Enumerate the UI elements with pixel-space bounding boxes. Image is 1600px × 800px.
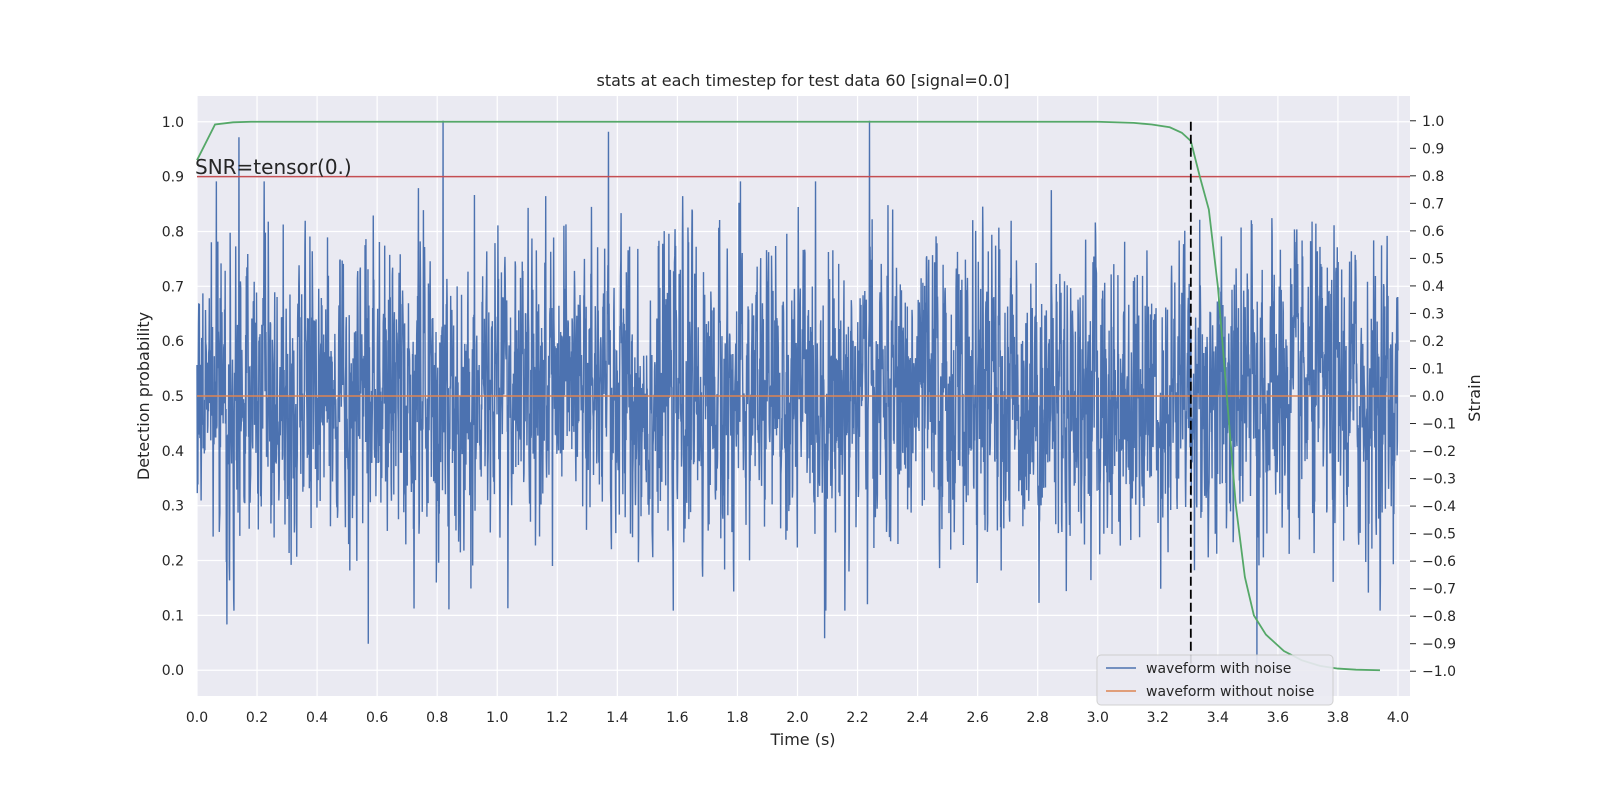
x-tick-label: 1.6 <box>666 710 688 726</box>
series-waveform-with-noise <box>196 120 1399 666</box>
y2-tick-label: 0.6 <box>1422 224 1444 240</box>
x-tick-label: 3.4 <box>1207 710 1229 726</box>
y-axis-label: Detection probability <box>134 312 153 480</box>
x-tick-label: 1.2 <box>546 710 568 726</box>
x-tick-label: 1.4 <box>606 710 628 726</box>
y-tick-label: 0.2 <box>162 554 184 570</box>
x-tick-label: 1.8 <box>726 710 748 726</box>
right-axis: −1.0 −0.9 −0.8 −0.7 −0.6 −0.5 −0.4 −0.3 −0.2 −0.1… <box>1410 114 1456 680</box>
x-axis-label: Time (s) <box>769 730 835 749</box>
y-tick-label: 0.9 <box>162 170 184 186</box>
x-tick-label: 3.6 <box>1267 710 1289 726</box>
x-tick-label: 2.8 <box>1027 710 1049 726</box>
y2-tick-label: −0.1 <box>1422 417 1456 433</box>
x-tick-label: 2.6 <box>967 710 989 726</box>
y2-tick-label: 0.8 <box>1422 169 1444 185</box>
y2-tick-label: 0.5 <box>1422 251 1444 267</box>
y2-tick-label: −0.7 <box>1422 582 1456 598</box>
y2-tick-label: −0.5 <box>1422 527 1456 543</box>
x-tick-label: 1.0 <box>486 710 508 726</box>
x-tick-label: 3.0 <box>1087 710 1109 726</box>
x-tick-label: 0.2 <box>246 710 268 726</box>
x-tick-label: 3.2 <box>1147 710 1169 726</box>
x-tick-label: 4.0 <box>1387 710 1409 726</box>
y2-tick-label: −0.8 <box>1422 609 1456 625</box>
y-tick-label: 1.0 <box>162 115 184 131</box>
chart-title: stats at each timestep for test data 60 … <box>597 71 1010 90</box>
x-tick-label: 2.4 <box>906 710 928 726</box>
y2-tick-label: −0.6 <box>1422 554 1456 570</box>
y2-axis-label: Strain <box>1465 374 1484 421</box>
y2-tick-label: −1.0 <box>1422 664 1456 680</box>
legend: waveform with noise waveform without noi… <box>1096 654 1334 706</box>
y2-tick-label: 0.7 <box>1422 196 1444 212</box>
y-tick-label: 0.6 <box>162 334 184 350</box>
x-tick-label: 0.4 <box>306 710 328 726</box>
snr-annotation: SNR=tensor(0.) <box>195 155 352 179</box>
y2-tick-label: −0.4 <box>1422 499 1456 515</box>
y2-tick-label: 0.1 <box>1422 361 1444 377</box>
x-tick-label: 2.0 <box>786 710 808 726</box>
y-tick-label: 0.1 <box>162 608 184 624</box>
x-axis: 0.0 0.2 0.4 0.6 0.8 1.0 1.2 1.4 1.6 1.8 2.0 2.2 2.4 2… <box>186 710 1409 726</box>
x-tick-label: 0.0 <box>186 710 208 726</box>
x-tick-label: 0.6 <box>366 710 388 726</box>
y2-tick-label: 0.4 <box>1422 279 1444 295</box>
y2-tick-label: 0.0 <box>1422 389 1444 405</box>
legend-label-noise: waveform with noise <box>1146 661 1291 677</box>
y2-tick-label: 0.2 <box>1422 334 1444 350</box>
series-layer <box>196 120 1410 672</box>
legend-label-clean: waveform without noise <box>1146 684 1314 700</box>
x-tick-label: 2.2 <box>846 710 868 726</box>
y-tick-label: 0.3 <box>162 499 184 515</box>
y2-tick-label: −0.2 <box>1422 444 1456 460</box>
y2-tick-label: 0.3 <box>1422 306 1444 322</box>
y2-tick-label: −0.3 <box>1422 472 1456 488</box>
y-tick-label: 0.8 <box>162 224 184 240</box>
left-axis: 0.0 0.1 0.2 0.3 0.4 0.5 0.6 0.7 0.8 0.9 1.0 <box>162 115 184 679</box>
detection-probability-line <box>196 120 1381 672</box>
y-tick-label: 0.5 <box>162 389 184 405</box>
y-tick-label: 0.0 <box>162 663 184 679</box>
y-tick-label: 0.4 <box>162 444 184 460</box>
y2-tick-label: 0.9 <box>1422 141 1444 157</box>
y2-tick-label: −0.9 <box>1422 637 1456 653</box>
y-tick-label: 0.7 <box>162 279 184 295</box>
y2-tick-label: 1.0 <box>1422 114 1444 130</box>
x-tick-label: 3.8 <box>1327 710 1349 726</box>
legend-box <box>1096 654 1334 706</box>
x-tick-label: 0.8 <box>426 710 448 726</box>
